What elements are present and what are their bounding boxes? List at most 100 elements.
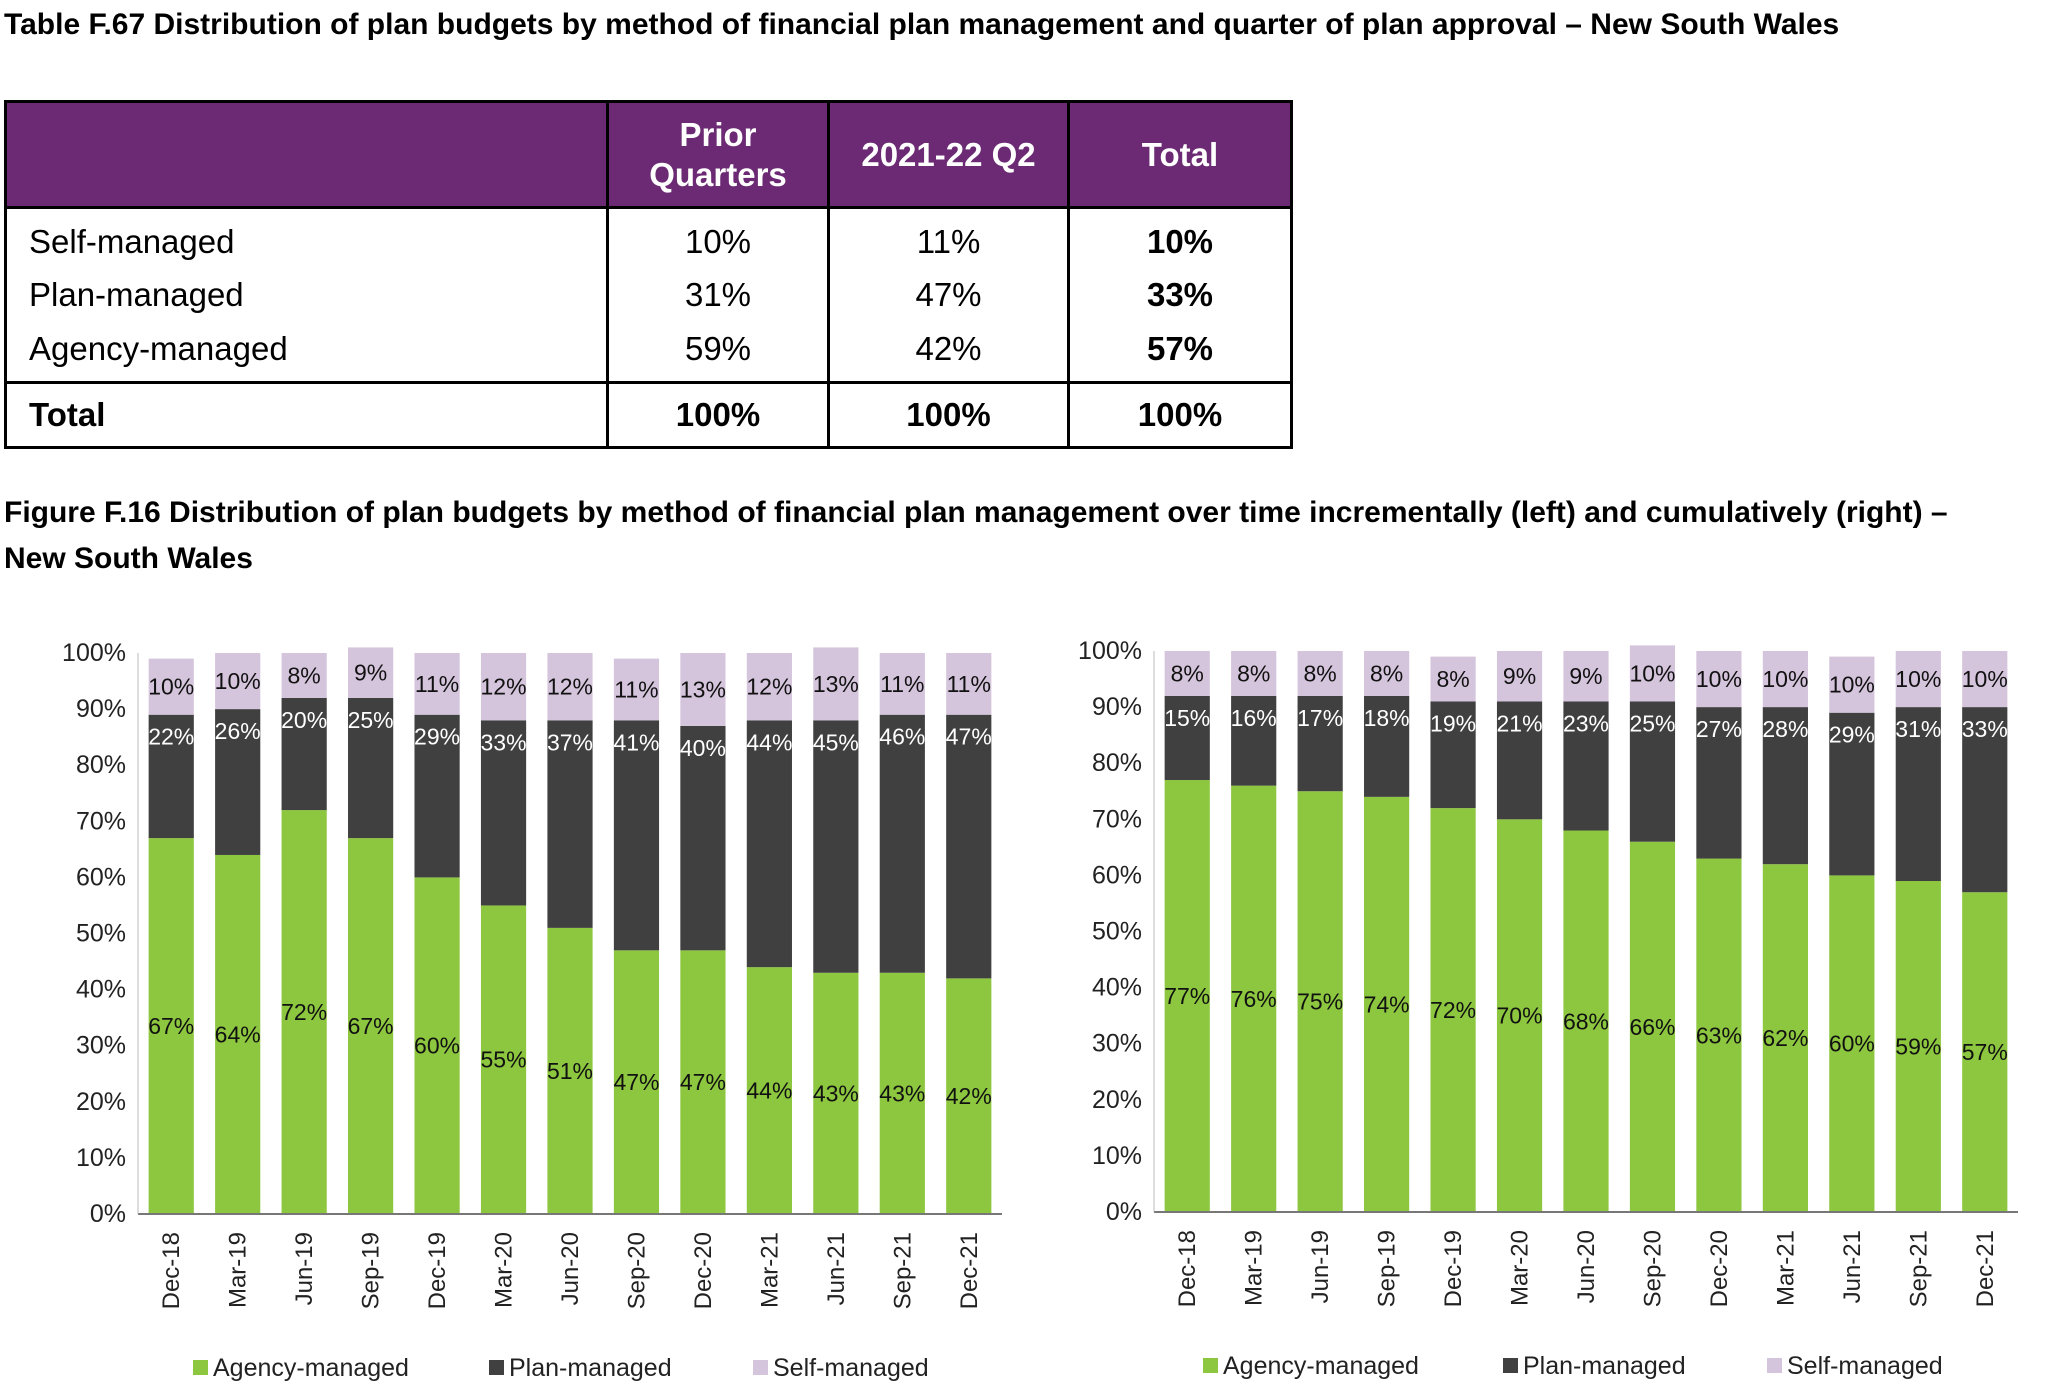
data-label-agency-managed: 43% [879,1080,925,1106]
data-label-plan-managed: 37% [547,729,593,755]
bar-self-managed [1696,651,1742,708]
x-tick-label: Mar-20 [491,1232,518,1308]
y-tick-label: 40% [76,976,126,1004]
data-label-self-managed: 10% [1829,672,1875,698]
data-label-plan-managed: 31% [1895,716,1941,742]
bar-self-managed [1962,651,2008,708]
bar-agency-managed [1297,791,1343,1212]
data-label-plan-managed: 25% [348,707,394,733]
x-tick-label: Sep-21 [1905,1230,1932,1307]
bar-self-managed [1829,656,1875,713]
bar-plan-managed [1297,695,1343,792]
bar-agency-managed [1563,830,1609,1212]
bar-self-managed [148,658,194,715]
y-tick-label: 30% [1092,1030,1142,1058]
y-tick-label: 100% [62,639,126,667]
bar-agency-managed [1962,892,2008,1212]
bar-agency-managed [215,854,261,1214]
bar-agency-managed [1231,785,1277,1212]
bar-self-managed [480,653,527,721]
y-tick-label: 0% [90,1200,126,1228]
cell-q2: 11% [827,207,1070,267]
data-label-self-managed: 8% [1370,660,1403,686]
x-tick-label: Dec-18 [1174,1230,1201,1307]
data-label-agency-managed: 60% [1829,1031,1875,1057]
bar-self-managed [879,653,925,715]
data-label-plan-managed: 20% [281,707,327,733]
data-label-plan-managed: 46% [879,724,925,750]
data-label-agency-managed: 77% [1164,983,1210,1009]
bar-self-managed [1231,651,1277,696]
y-tick-label: 80% [76,751,126,779]
data-label-plan-managed: 33% [1962,716,2008,742]
bar-plan-managed [348,697,394,839]
y-tick-label: 50% [76,920,126,948]
bar-plan-managed [1231,695,1277,786]
data-label-agency-managed: 66% [1629,1014,1675,1040]
bar-plan-managed [215,709,261,855]
x-tick-label: Jun-21 [823,1232,850,1305]
incremental-stacked-bar-chart: 0% 10% 20% 30% 40% 50% 60% 70% 80% 90% 100% 67% 22% 1… [62,639,1002,1382]
bar-plan-managed [1762,707,1808,865]
y-tick-label: 60% [1092,861,1142,889]
data-label-plan-managed: 18% [1364,705,1410,731]
data-label-self-managed: 8% [1237,660,1270,686]
bar-self-managed [1297,651,1343,696]
bar-agency-managed [1895,881,1941,1212]
bar-plan-managed [879,714,925,973]
data-label-self-managed: 11% [947,671,991,697]
data-label-plan-managed: 44% [746,729,792,755]
x-tick-label: Mar-19 [225,1232,252,1308]
bar-agency-managed [1829,875,1875,1212]
total-total: 100% [1067,381,1293,449]
data-label-self-managed: 13% [680,676,726,702]
data-label-plan-managed: 27% [1696,716,1742,742]
data-label-agency-managed: 68% [1563,1008,1609,1034]
x-tick-label: Mar-21 [756,1232,783,1308]
x-tick-label: Jun-21 [1839,1230,1866,1303]
legend-label-plan-managed: Plan-managed [509,1354,672,1382]
x-tick-label: Sep-20 [1639,1230,1666,1307]
data-label-plan-managed: 47% [946,724,992,750]
data-label-agency-managed: 55% [481,1047,527,1073]
data-label-agency-managed: 42% [946,1083,992,1109]
data-label-self-managed: 8% [1171,660,1204,686]
bar-plan-managed [1164,695,1210,781]
legend-swatch-agency-managed [193,1360,208,1375]
bar-agency-managed [1364,796,1410,1212]
x-tick-label: Sep-21 [889,1232,916,1309]
bar-agency-managed [879,972,925,1214]
cell-prior: 59% [606,323,830,383]
x-tick-label: Jun-20 [557,1232,584,1305]
bar-self-managed [1496,651,1543,702]
data-label-agency-managed: 70% [1497,1003,1543,1029]
cell-prior: 31% [606,267,830,323]
bar-agency-managed [348,838,394,1214]
bar-plan-managed [547,720,593,928]
data-label-plan-managed: 19% [1430,710,1476,736]
table-row: Self-managed 10% 11% 10% [4,207,1293,267]
data-label-plan-managed: 40% [680,735,726,761]
data-label-plan-managed: 21% [1497,710,1543,736]
data-label-agency-managed: 63% [1696,1022,1742,1048]
bar-self-managed [1629,645,1676,702]
x-tick-label: Mar-21 [1772,1230,1799,1306]
data-label-self-managed: 11% [415,671,459,697]
data-label-agency-managed: 60% [414,1033,460,1059]
data-label-self-managed: 10% [1962,666,2008,692]
table-title: Table F.67 Distribution of plan budgets … [4,8,1840,41]
data-label-plan-managed: 28% [1762,716,1808,742]
bar-agency-managed [1762,864,1808,1212]
cell-q2: 42% [827,323,1070,383]
total-prior: 100% [606,381,830,449]
bar-agency-managed [1496,819,1543,1212]
bar-self-managed [1364,651,1410,696]
y-tick-label: 70% [1092,805,1142,833]
y-tick-label: 20% [76,1088,126,1116]
bar-self-managed [613,658,660,721]
bar-agency-managed [680,950,726,1214]
legend-label-plan-managed: Plan-managed [1523,1352,1686,1380]
bar-self-managed [680,653,726,726]
bar-self-managed [1430,656,1476,702]
data-label-self-managed: 10% [1762,666,1808,692]
